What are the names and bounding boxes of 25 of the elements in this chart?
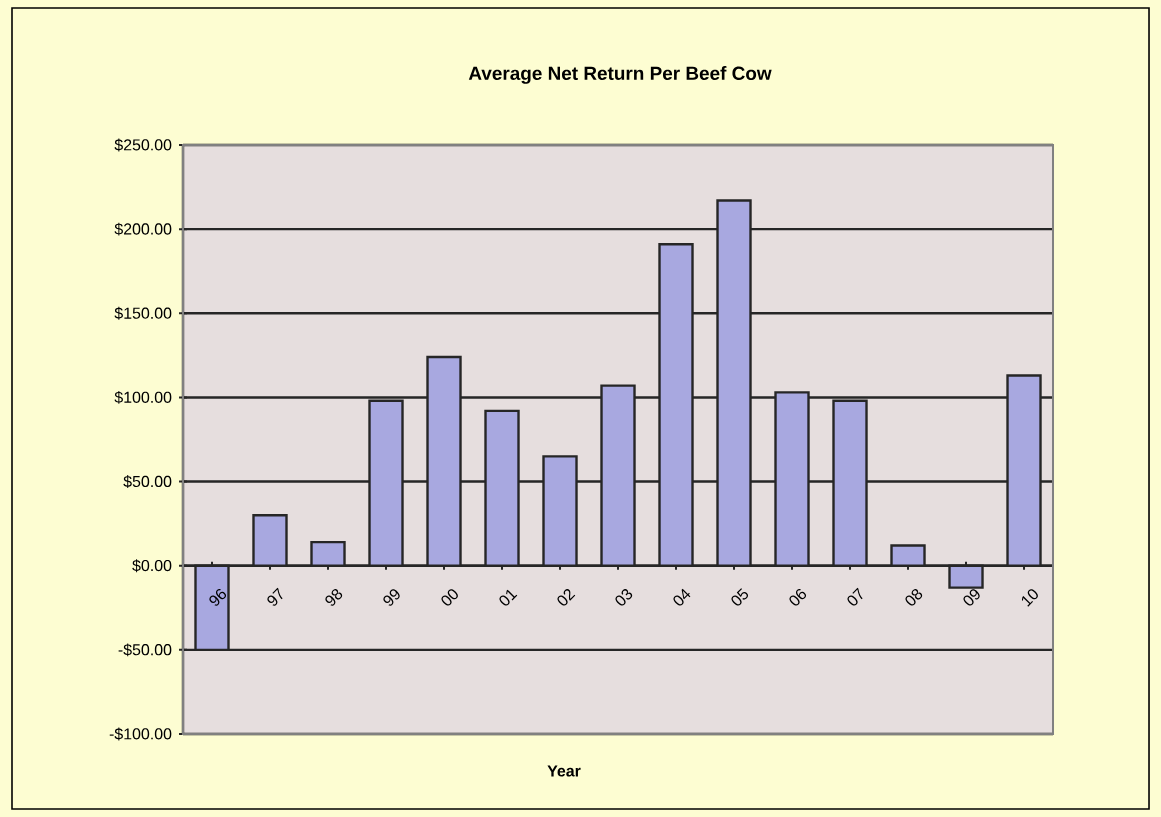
x-tick-label: 99 (383, 589, 400, 606)
x-tick-label: 04 (673, 588, 691, 606)
chart-title: Average Net Return Per Beef Cow (468, 66, 772, 84)
x-tick-label: 01 (499, 589, 518, 606)
y-tick-label: $200.00 (114, 222, 172, 236)
x-tick-label: 06 (789, 588, 807, 606)
x-tick-label: 02 (557, 589, 576, 606)
x-tick-label: 97 (267, 587, 283, 606)
x-tick-label: 07 (847, 587, 863, 606)
y-tick-label: -$100.00 (109, 727, 172, 741)
x-axis-title: Year (547, 765, 581, 777)
x-tick-label: 98 (325, 589, 343, 606)
x-tick-label: 03 (615, 589, 633, 606)
y-tick-label: $250.00 (114, 138, 172, 152)
x-tick-label: 10 (1021, 589, 1038, 607)
y-tick-label: $100.00 (114, 390, 172, 404)
x-tick-label: 09 (963, 589, 980, 606)
y-tick-label: $150.00 (114, 306, 172, 320)
x-tick-label: 05 (731, 588, 749, 606)
x-tick-label: 00 (441, 589, 458, 606)
y-tick-label: $0.00 (132, 559, 172, 573)
y-tick-label: $50.00 (123, 475, 172, 489)
y-tick-label: -$50.00 (118, 643, 172, 657)
x-tick-label: 08 (905, 589, 923, 606)
x-tick-label: 96 (209, 588, 227, 606)
